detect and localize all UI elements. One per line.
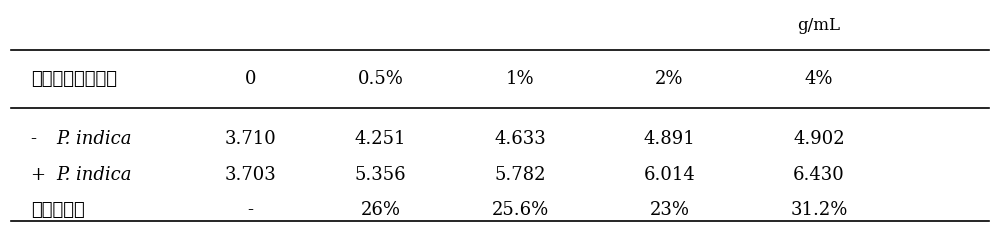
Text: 6.014: 6.014 xyxy=(644,166,695,184)
Text: 0.5%: 0.5% xyxy=(357,70,403,88)
Text: 4.251: 4.251 xyxy=(355,130,406,148)
Text: 4%: 4% xyxy=(805,70,833,88)
Text: 比对照提高: 比对照提高 xyxy=(31,201,85,219)
Text: 31.2%: 31.2% xyxy=(790,201,848,219)
Text: 26%: 26% xyxy=(360,201,400,219)
Text: 5.782: 5.782 xyxy=(494,166,546,184)
Text: 4.902: 4.902 xyxy=(793,130,845,148)
Text: 23%: 23% xyxy=(650,201,690,219)
Text: 4.633: 4.633 xyxy=(494,130,546,148)
Text: 25.6%: 25.6% xyxy=(491,201,549,219)
Text: P. indica: P. indica xyxy=(56,130,132,148)
Text: -: - xyxy=(31,130,43,148)
Text: 5.356: 5.356 xyxy=(355,166,406,184)
Text: 2%: 2% xyxy=(655,70,684,88)
Text: +: + xyxy=(31,166,52,184)
Text: 土壤中石油烃浓度: 土壤中石油烃浓度 xyxy=(31,70,117,88)
Text: -: - xyxy=(248,201,254,219)
Text: 4.891: 4.891 xyxy=(644,130,695,148)
Text: 3.703: 3.703 xyxy=(225,166,277,184)
Text: 3.710: 3.710 xyxy=(225,130,277,148)
Text: 0: 0 xyxy=(245,70,256,88)
Text: 1%: 1% xyxy=(506,70,534,88)
Text: g/mL: g/mL xyxy=(798,17,841,34)
Text: P. indica: P. indica xyxy=(56,166,132,184)
Text: 6.430: 6.430 xyxy=(793,166,845,184)
